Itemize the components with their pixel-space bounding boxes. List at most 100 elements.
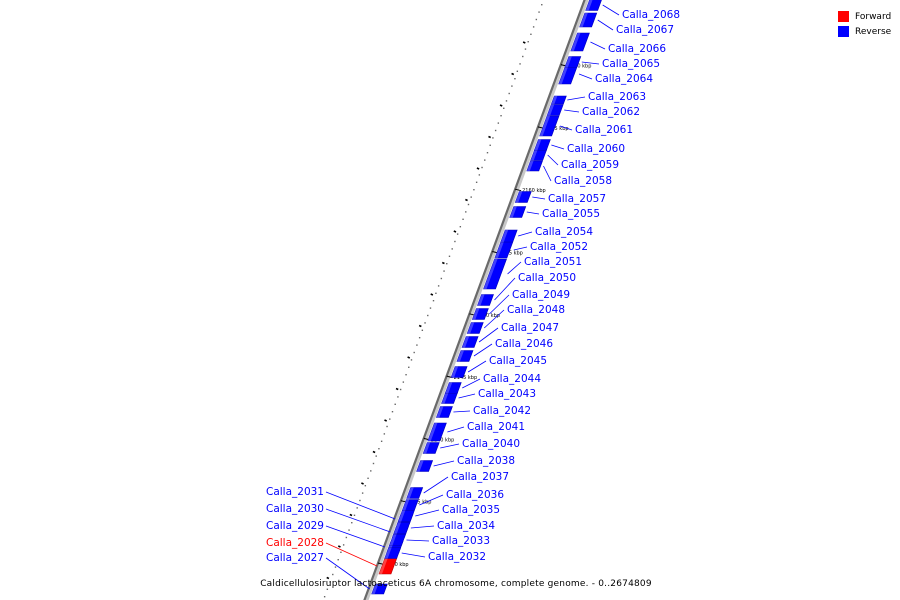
gene-calla-2060[interactable] xyxy=(533,139,551,151)
track-dash xyxy=(384,419,388,422)
gene-calla-2038[interactable] xyxy=(416,460,434,472)
gene-calla-2051[interactable] xyxy=(483,258,507,290)
gene-label[interactable]: Calla_2068 xyxy=(622,9,680,21)
gene-calla-2045[interactable] xyxy=(450,366,468,378)
gene-calla-2048[interactable] xyxy=(466,322,484,334)
track-dash xyxy=(476,167,480,170)
chromosome-backbone xyxy=(363,0,586,600)
track-dot xyxy=(541,4,543,6)
gene-label[interactable]: Calla_2036 xyxy=(446,489,504,501)
gene-calla-2067[interactable] xyxy=(579,12,598,28)
label-leader xyxy=(473,343,493,357)
gene-features xyxy=(371,0,602,595)
gene-label[interactable]: Calla_2040 xyxy=(462,438,520,450)
gene-label[interactable]: Calla_2047 xyxy=(501,322,559,334)
gene-calla-2063[interactable] xyxy=(550,95,567,105)
gene-calla-2036[interactable] xyxy=(401,499,419,511)
gene-calla-2062[interactable] xyxy=(546,104,564,116)
gene-calla-2061[interactable] xyxy=(539,115,560,137)
gene-label[interactable]: Calla_2032 xyxy=(428,551,486,563)
label-leader xyxy=(410,525,435,529)
track-dot xyxy=(410,359,413,361)
track-dash xyxy=(337,545,341,548)
gene-label[interactable]: Calla_2035 xyxy=(442,504,500,516)
gene-calla-2052[interactable] xyxy=(494,241,514,259)
gene-label[interactable]: Calla_2034 xyxy=(437,520,495,532)
gene-calla-2032[interactable] xyxy=(384,547,402,559)
gene-label[interactable]: Calla_2052 xyxy=(530,241,588,253)
label-leader xyxy=(507,261,522,275)
gene-calla-2037[interactable] xyxy=(406,487,424,499)
label-leader xyxy=(559,125,573,131)
track-dot xyxy=(511,85,513,87)
gene-label[interactable]: Calla_2038 xyxy=(457,455,515,467)
gene-label[interactable]: Calla_2057 xyxy=(548,193,606,205)
label-leader xyxy=(325,525,386,548)
gene-label[interactable]: Calla_2061 xyxy=(575,124,633,136)
gene-label[interactable]: Calla_2064 xyxy=(595,73,653,85)
track-dot xyxy=(475,181,478,183)
gene-calla-2068[interactable] xyxy=(585,0,602,11)
gene-label[interactable]: Calla_2059 xyxy=(561,159,619,171)
gene-label[interactable]: Calla_2045 xyxy=(489,355,547,367)
track-dot xyxy=(503,107,505,109)
gene-label[interactable]: Calla_2031 xyxy=(266,486,324,498)
gene-label[interactable]: Calla_2062 xyxy=(582,106,640,118)
gene-label[interactable]: Calla_2054 xyxy=(535,226,593,238)
label-leader xyxy=(325,491,396,520)
track-dot xyxy=(492,137,494,139)
gene-label[interactable]: Calla_2042 xyxy=(473,405,531,417)
label-leader xyxy=(483,309,505,329)
track-dot xyxy=(332,573,334,576)
track-dot xyxy=(432,300,435,302)
gene-label[interactable]: Calla_2027 xyxy=(266,552,324,564)
gene-calla-2046[interactable] xyxy=(456,350,474,362)
gene-label[interactable]: Calla_2065 xyxy=(602,58,660,70)
scale-tick-label: 2165 kbp xyxy=(545,126,569,132)
gene-label[interactable]: Calla_2058 xyxy=(554,175,612,187)
gene-calla-2040[interactable] xyxy=(422,442,440,454)
gene-calla-2044[interactable] xyxy=(444,382,462,394)
gene-label[interactable]: Calla_2048 xyxy=(507,304,565,316)
gene-label[interactable]: Calla_2037 xyxy=(451,471,509,483)
gene-label[interactable]: Calla_2046 xyxy=(495,338,553,350)
gene-calla-2066[interactable] xyxy=(570,32,590,52)
gene-calla-2033[interactable] xyxy=(389,534,406,546)
label-leader xyxy=(567,96,586,101)
gene-calla-2065[interactable] xyxy=(564,56,582,68)
gene-label[interactable]: Calla_2066 xyxy=(608,43,666,55)
track-dot xyxy=(375,455,377,457)
gene-calla-2050[interactable] xyxy=(477,294,494,306)
gene-calla-2049[interactable] xyxy=(471,308,489,320)
gene-calla-2047[interactable] xyxy=(461,336,479,348)
gene-calla-2054[interactable] xyxy=(500,229,518,243)
gene-calla-2057[interactable] xyxy=(514,191,532,203)
scale-tick xyxy=(515,188,522,192)
gene-label[interactable]: Calla_2028 xyxy=(266,537,324,549)
gene-label[interactable]: Calla_2063 xyxy=(588,91,646,103)
gene-label[interactable]: Calla_2060 xyxy=(567,143,625,155)
gene-calla-2027[interactable] xyxy=(371,583,388,595)
gene-calla-2035[interactable] xyxy=(397,510,415,522)
gene-calla-2055[interactable] xyxy=(509,206,527,218)
gene-label[interactable]: Calla_2067 xyxy=(616,24,674,36)
track-dot xyxy=(437,285,440,287)
gene-label[interactable]: Calla_2055 xyxy=(542,208,600,220)
label-leader xyxy=(551,144,565,150)
gene-label[interactable]: Calla_2030 xyxy=(266,503,324,515)
track-dot xyxy=(337,559,339,561)
gene-calla-2041[interactable] xyxy=(427,422,447,442)
gene-label[interactable]: Calla_2043 xyxy=(478,388,536,400)
scale-tick-label: 2140 kbp xyxy=(431,437,455,443)
gene-label[interactable]: Calla_2033 xyxy=(432,535,490,547)
gene-label[interactable]: Calla_2051 xyxy=(524,256,582,268)
gene-calla-2042[interactable] xyxy=(435,406,453,418)
gene-label[interactable]: Calla_2029 xyxy=(266,520,324,532)
gene-calla-2058[interactable] xyxy=(526,160,543,172)
gene-label[interactable]: Calla_2050 xyxy=(518,272,576,284)
gene-label[interactable]: Calla_2041 xyxy=(467,421,525,433)
track-dot xyxy=(391,411,394,413)
gene-label[interactable]: Calla_2049 xyxy=(512,289,570,301)
gene-calla-2034[interactable] xyxy=(393,522,411,534)
gene-label[interactable]: Calla_2044 xyxy=(483,373,541,385)
